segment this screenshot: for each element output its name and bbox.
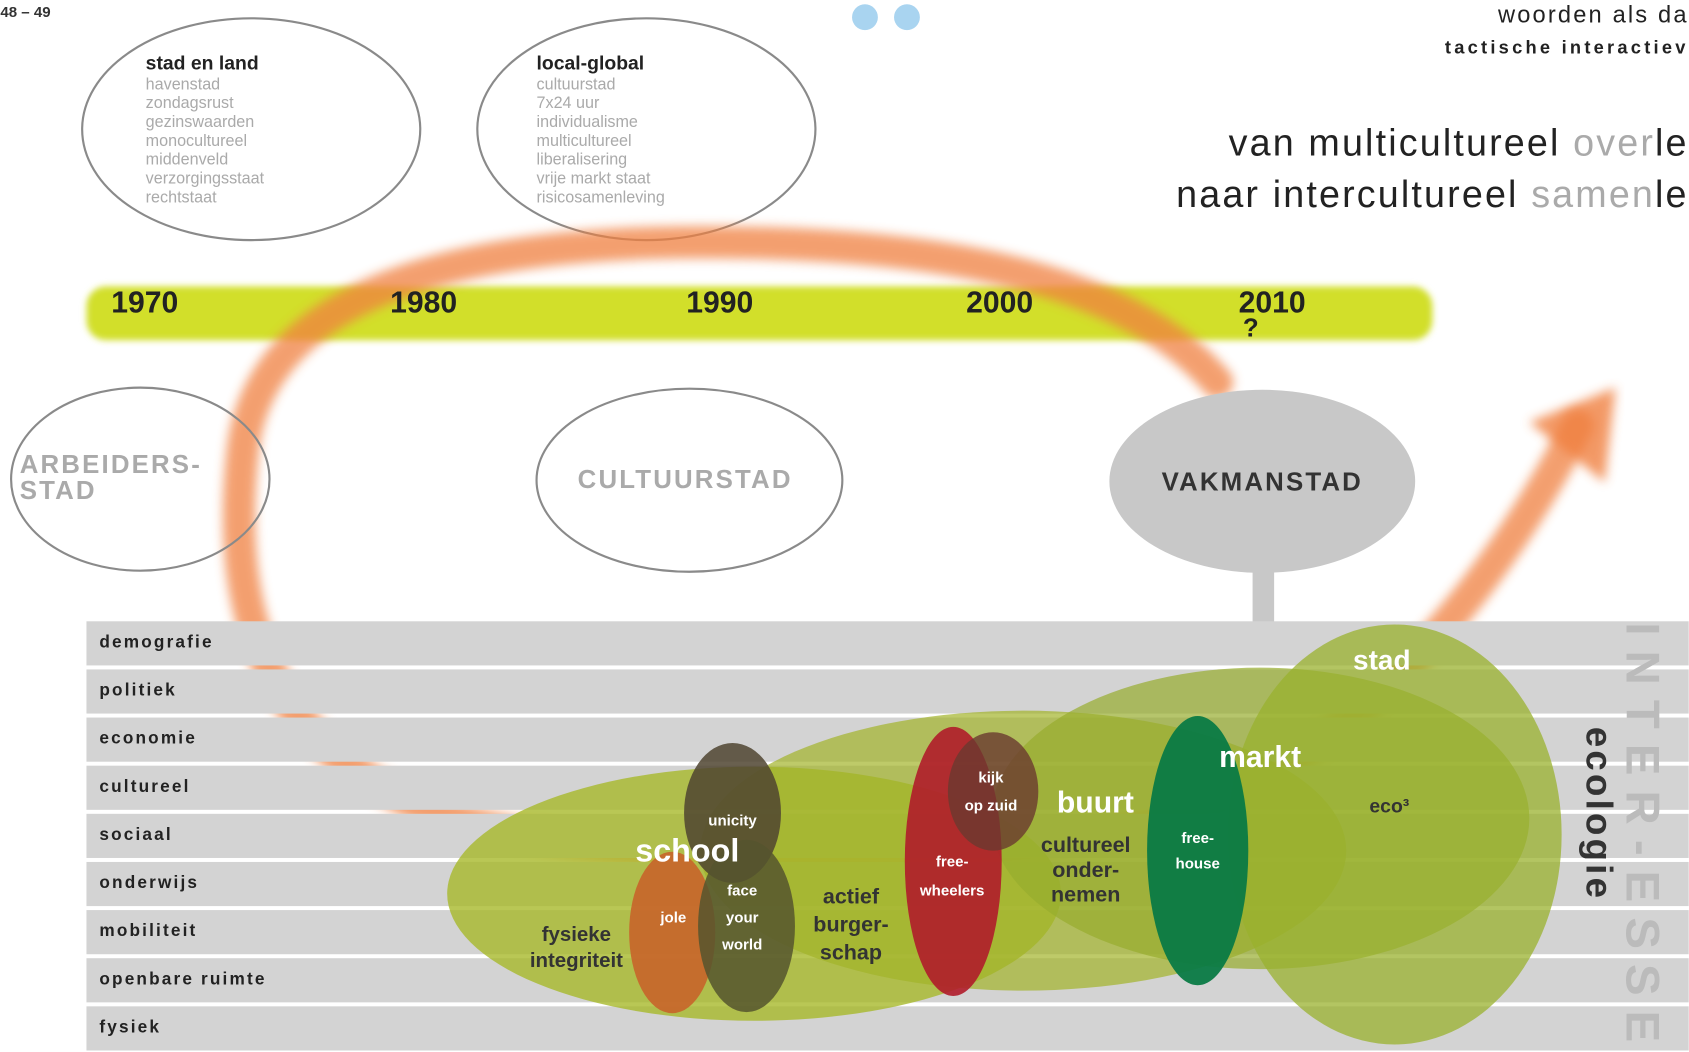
domain-label: economie [99, 728, 197, 748]
page-number: 48 – 49 [0, 4, 50, 21]
side-vertical: INTER-ESSE [1616, 622, 1669, 1052]
domain-label: fysiek [99, 1016, 161, 1036]
project-label: fysieke [542, 923, 611, 946]
era-item: vrije markt staat [537, 170, 651, 188]
era-item: liberalisering [537, 151, 628, 169]
era-item: havenstad [146, 75, 221, 93]
project-label: house [1175, 856, 1219, 873]
project-label: your [726, 909, 759, 926]
headline-part: le [1655, 173, 1689, 215]
era-item: gezinswaarden [146, 113, 255, 131]
domain-label: onderwijs [99, 872, 199, 892]
header-line: woorden als da [1497, 2, 1689, 28]
project-label: cultureel [1041, 833, 1131, 857]
diagram: 48 – 49 woorden als da tactische interacti… [0, 0, 1689, 1052]
year: 1980 [390, 287, 457, 320]
era-item: multicultureel [537, 132, 632, 150]
project-label: markt [1219, 741, 1301, 774]
project-label: kijk [978, 769, 1004, 786]
year-note: ? [1243, 314, 1259, 342]
headline: naar intercultureel samenle [1176, 173, 1689, 215]
city-label: VAKMANSTAD [1162, 468, 1363, 496]
project-label: jole [659, 909, 686, 926]
headline-part: over [1573, 121, 1655, 163]
era-title: local-global [537, 53, 645, 75]
year: 2000 [966, 287, 1033, 320]
era-item: middenveld [146, 151, 229, 169]
project-label: integriteit [530, 949, 623, 972]
era-title: stad en land [146, 53, 259, 75]
side-ecology: ecologie [1578, 727, 1619, 901]
project-label: op zuid [965, 797, 1018, 814]
project-label: actief [823, 885, 880, 909]
headline-part: van multicultureel [1229, 121, 1574, 163]
project-blob [1228, 625, 1562, 1045]
era-item: 7x24 uur [537, 94, 600, 112]
era-item: individualisme [537, 113, 638, 131]
project-label: free- [1181, 830, 1214, 847]
era-item: rechtstaat [146, 188, 217, 206]
era-item: monocultureel [146, 132, 247, 150]
year: 1990 [686, 287, 753, 320]
project-label: unicity [708, 813, 757, 830]
page: { "page_number": "48 – 49", "header": {"… [0, 0, 1689, 1052]
project-label: burger- [813, 913, 888, 937]
project-label: schap [820, 941, 882, 965]
domain-label: sociaal [99, 824, 172, 844]
project-label: buurt [1057, 786, 1134, 819]
headline-part: naar intercultureel [1176, 173, 1531, 215]
headline: van multicultureel overle [1229, 121, 1689, 163]
headline-part: le [1655, 121, 1689, 163]
project-label: onder- [1052, 858, 1119, 882]
era-item: verzorgingsstaat [146, 170, 265, 188]
domain-label: openbare ruimte [99, 968, 266, 988]
project-label: stad [1353, 645, 1411, 676]
era-ellipse [477, 18, 815, 240]
city-label: ARBEIDERS- [20, 451, 202, 479]
city-label: STAD [20, 477, 97, 505]
project-label: nemen [1051, 883, 1120, 907]
domain-label: mobiliteit [99, 920, 197, 940]
year: 1970 [111, 287, 178, 320]
project-blob [948, 732, 1038, 850]
domain-label: politiek [99, 680, 177, 700]
era-item: cultuurstad [537, 75, 616, 93]
headline-part: samen [1531, 173, 1655, 215]
project-label: face [727, 883, 757, 900]
city-label: CULTUURSTAD [578, 466, 793, 494]
dot [852, 4, 878, 30]
project-label: world [721, 936, 762, 953]
era-item: zondagsrust [146, 94, 234, 112]
city-stem [1253, 569, 1275, 625]
header-line: tactische interactiev [1445, 36, 1689, 57]
project-label: eco³ [1369, 796, 1409, 818]
domain-label: demografie [99, 631, 213, 651]
project-label: wheelers [919, 883, 984, 900]
era-item: risicosamenleving [537, 188, 665, 206]
dot [894, 4, 920, 30]
project-label: free- [936, 853, 969, 870]
domain-label: cultureel [99, 776, 190, 796]
project-label: school [635, 832, 739, 868]
